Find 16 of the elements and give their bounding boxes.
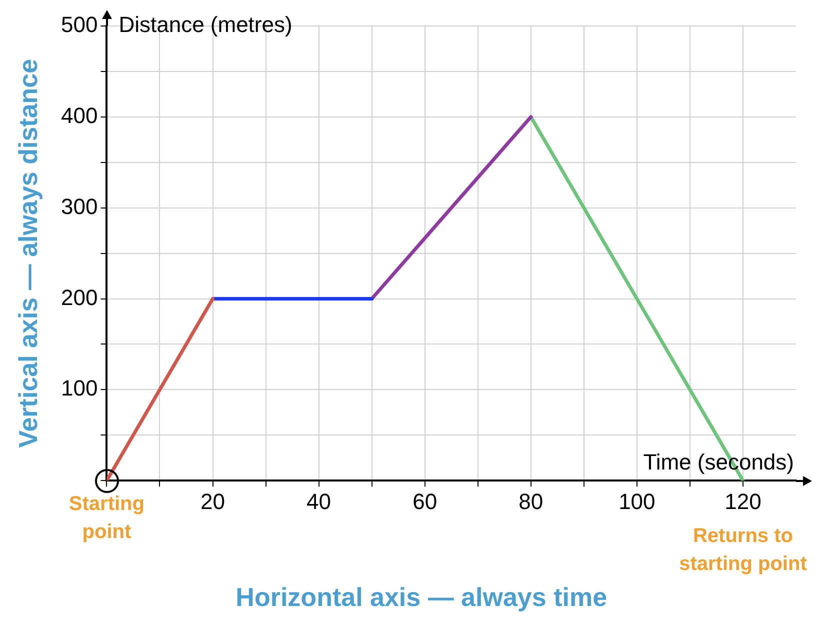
y-tick-label: 100 — [60, 376, 98, 401]
y-tick-label: 300 — [60, 194, 98, 219]
x-tick-label: 60 — [412, 488, 438, 514]
y-tick-label: 400 — [60, 102, 98, 128]
text: Horizontal axis — always time — [236, 582, 608, 612]
y-tick-label: 500 — [60, 12, 98, 38]
x-tick-label: 120 — [724, 488, 762, 514]
x-tick-label: 40 — [306, 488, 332, 514]
x-tick-label: 100 — [618, 488, 656, 514]
text: Vertical axis — always distance — [13, 58, 44, 448]
annotation: Starting point — [68, 493, 144, 544]
x-tick-label: 80 — [518, 488, 544, 514]
annotation: Returns to starting point — [679, 525, 808, 576]
y-tick-label: 200 — [60, 284, 98, 310]
y-axis-title: Distance (metres) — [118, 12, 292, 38]
x-tick-label: 20 — [200, 488, 225, 514]
